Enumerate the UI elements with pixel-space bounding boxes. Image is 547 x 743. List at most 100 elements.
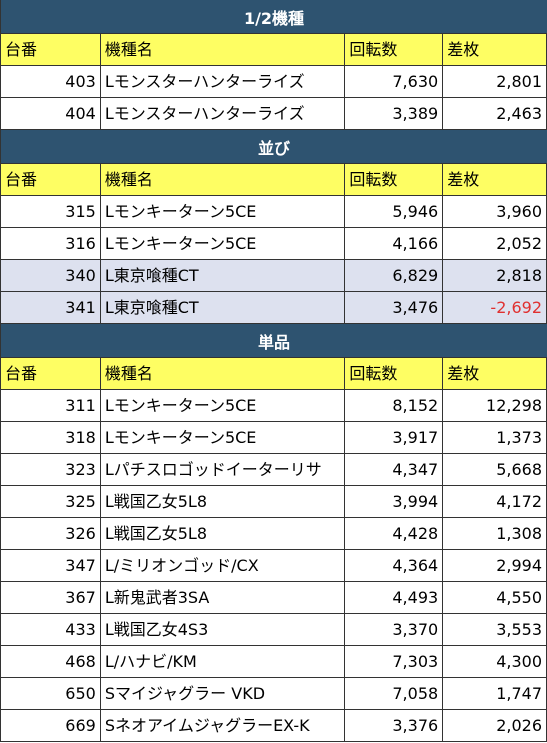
data-cell: 3,960: [443, 196, 547, 227]
header-cell: 差枚: [443, 164, 547, 195]
header-row: 台番 機種名 回転数 差枚: [1, 358, 547, 390]
data-row: 315 Lモンキーターン5CE 5,946 3,960: [1, 196, 547, 228]
section-title: 並び: [1, 130, 547, 164]
data-row: 404 Lモンスターハンターライズ 3,389 2,463: [1, 98, 547, 130]
data-cell: Lモンスターハンターライズ: [101, 98, 346, 129]
header-cell: 台番: [1, 164, 101, 195]
data-cell: 12,298: [443, 390, 547, 421]
header-cell: 回転数: [345, 34, 444, 65]
data-cell: L東京喰種CT: [101, 260, 346, 291]
data-cell: 4,347: [345, 454, 444, 485]
data-cell: 2,463: [443, 98, 547, 129]
data-cell: 347: [1, 550, 101, 581]
data-row: 433 L戦国乙女4S3 3,370 3,553: [1, 614, 547, 646]
data-cell: 3,370: [345, 614, 444, 645]
data-row: 650 Sマイジャグラー VKD 7,058 1,747: [1, 678, 547, 710]
data-cell: L東京喰種CT: [101, 292, 346, 323]
data-cell: 316: [1, 228, 101, 259]
data-cell: 403: [1, 66, 101, 97]
data-cell: 2,052: [443, 228, 547, 259]
data-cell: 3,994: [345, 486, 444, 517]
data-cell: Lモンキーターン5CE: [101, 422, 346, 453]
data-cell: L/ハナビ/KM: [101, 646, 346, 677]
header-cell: 回転数: [345, 164, 444, 195]
data-cell: L戦国乙女5L8: [101, 486, 346, 517]
data-cell: 468: [1, 646, 101, 677]
data-cell: 323: [1, 454, 101, 485]
data-row: 311 Lモンキーターン5CE 8,152 12,298: [1, 390, 547, 422]
data-cell: 4,493: [345, 582, 444, 613]
data-cell: 3,917: [345, 422, 444, 453]
data-cell: 2,801: [443, 66, 547, 97]
data-cell: 326: [1, 518, 101, 549]
data-cell: 4,166: [345, 228, 444, 259]
data-cell: 311: [1, 390, 101, 421]
data-cell: -2,692: [443, 292, 547, 323]
data-row: 325 L戦国乙女5L8 3,994 4,172: [1, 486, 547, 518]
data-cell: 650: [1, 678, 101, 709]
data-cell: 325: [1, 486, 101, 517]
data-cell: SネオアイムジャグラーEX-K: [101, 710, 346, 741]
data-cell: 5,668: [443, 454, 547, 485]
data-cell: 318: [1, 422, 101, 453]
data-cell: 2,026: [443, 710, 547, 741]
data-row: 468 L/ハナビ/KM 7,303 4,300: [1, 646, 547, 678]
data-cell: 2,818: [443, 260, 547, 291]
data-cell: 6,829: [345, 260, 444, 291]
data-cell: 4,550: [443, 582, 547, 613]
section-title: 単品: [1, 324, 547, 358]
data-cell: 1,308: [443, 518, 547, 549]
data-cell: 433: [1, 614, 101, 645]
data-cell: L戦国乙女5L8: [101, 518, 346, 549]
data-cell: Lモンキーターン5CE: [101, 390, 346, 421]
header-cell: 台番: [1, 358, 101, 389]
data-row: 323 Lパチスロゴッドイーターリサ 4,347 5,668: [1, 454, 547, 486]
data-cell: 315: [1, 196, 101, 227]
data-cell: 2,994: [443, 550, 547, 581]
header-cell: 機種名: [101, 358, 346, 389]
data-cell: 3,553: [443, 614, 547, 645]
header-row: 台番 機種名 回転数 差枚: [1, 164, 547, 196]
header-cell: 回転数: [345, 358, 444, 389]
data-row: 347 L/ミリオンゴッド/CX 4,364 2,994: [1, 550, 547, 582]
data-cell: 4,428: [345, 518, 444, 549]
data-row: 318 Lモンキーターン5CE 3,917 1,373: [1, 422, 547, 454]
data-cell: 7,630: [345, 66, 444, 97]
header-cell: 機種名: [101, 34, 346, 65]
data-cell: Lモンスターハンターライズ: [101, 66, 346, 97]
data-cell: 1,747: [443, 678, 547, 709]
data-cell: L戦国乙女4S3: [101, 614, 346, 645]
data-cell: 669: [1, 710, 101, 741]
data-row: 316 Lモンキーターン5CE 4,166 2,052: [1, 228, 547, 260]
header-cell: 差枚: [443, 358, 547, 389]
data-cell: 7,058: [345, 678, 444, 709]
data-row: 340 L東京喰種CT 6,829 2,818: [1, 260, 547, 292]
data-cell: Lモンキーターン5CE: [101, 196, 346, 227]
header-cell: 差枚: [443, 34, 547, 65]
data-cell: 341: [1, 292, 101, 323]
data-row: 367 L新鬼武者3SA 4,493 4,550: [1, 582, 547, 614]
section-title: 1/2機種: [1, 0, 547, 34]
header-cell: 機種名: [101, 164, 346, 195]
data-cell: Sマイジャグラー VKD: [101, 678, 346, 709]
data-row: 403 Lモンスターハンターライズ 7,630 2,801: [1, 66, 547, 98]
data-cell: Lパチスロゴッドイーターリサ: [101, 454, 346, 485]
data-cell: 5,946: [345, 196, 444, 227]
data-cell: 3,389: [345, 98, 444, 129]
data-cell: 4,364: [345, 550, 444, 581]
header-row: 台番 機種名 回転数 差枚: [1, 34, 547, 66]
data-cell: 367: [1, 582, 101, 613]
data-cell: 404: [1, 98, 101, 129]
header-cell: 台番: [1, 34, 101, 65]
data-cell: 7,303: [345, 646, 444, 677]
data-cell: 4,300: [443, 646, 547, 677]
data-cell: 4,172: [443, 486, 547, 517]
data-cell: 3,376: [345, 710, 444, 741]
data-cell: L新鬼武者3SA: [101, 582, 346, 613]
data-cell: Lモンキーターン5CE: [101, 228, 346, 259]
data-cell: 3,476: [345, 292, 444, 323]
data-cell: L/ミリオンゴッド/CX: [101, 550, 346, 581]
data-cell: 1,373: [443, 422, 547, 453]
data-cell: 340: [1, 260, 101, 291]
